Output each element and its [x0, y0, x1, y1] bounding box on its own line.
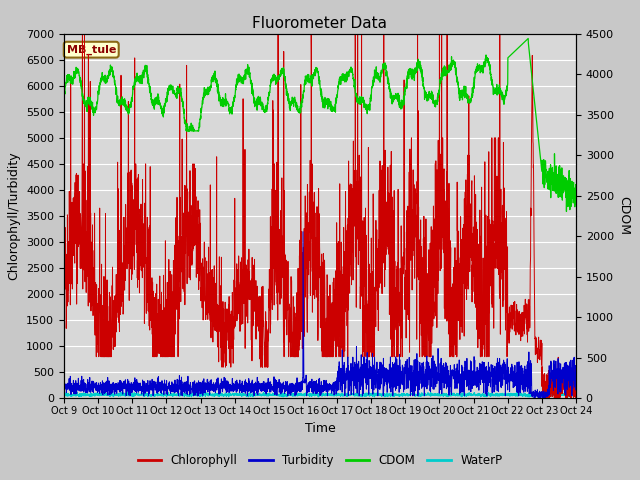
- Title: Fluorometer Data: Fluorometer Data: [253, 16, 387, 31]
- Y-axis label: CDOM: CDOM: [618, 196, 630, 236]
- Legend: Chlorophyll, Turbidity, CDOM, WaterP: Chlorophyll, Turbidity, CDOM, WaterP: [133, 449, 507, 472]
- X-axis label: Time: Time: [305, 421, 335, 434]
- Y-axis label: Chlorophyll/Turbidity: Chlorophyll/Turbidity: [8, 152, 20, 280]
- Text: MB_tule: MB_tule: [67, 45, 116, 55]
